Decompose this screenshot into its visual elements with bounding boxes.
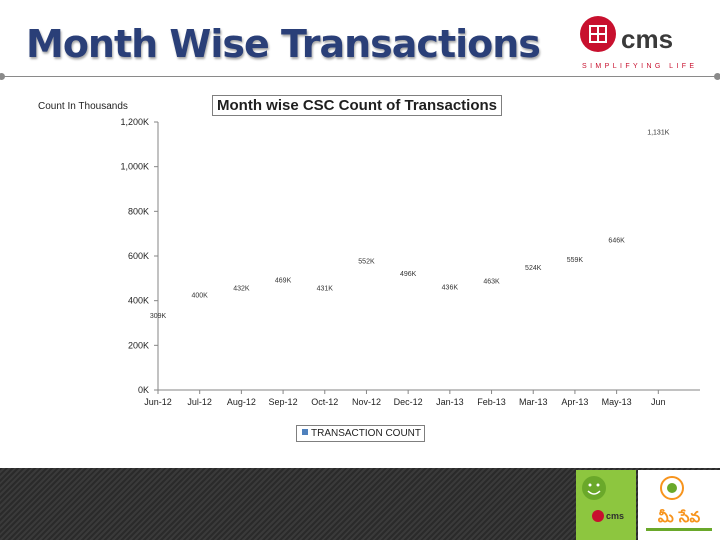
x-tick-label: Feb-13 bbox=[477, 397, 506, 407]
data-label: 469K bbox=[275, 277, 292, 284]
x-tick-label: May-13 bbox=[602, 397, 632, 407]
data-point bbox=[491, 286, 492, 287]
smiley-eye-right bbox=[596, 483, 600, 487]
meeseva-underline bbox=[646, 528, 712, 531]
y-axis-ticks: 0K 200K 400K 600K 800K 1,000K 1,200K bbox=[120, 117, 158, 395]
data-point bbox=[241, 293, 242, 294]
chart-legend: TRANSACTION COUNT bbox=[296, 425, 425, 442]
x-tick-label: Dec-12 bbox=[394, 397, 423, 407]
meeseva-logo-text: మీ సేవ bbox=[658, 508, 701, 526]
state-emblem-center-icon bbox=[667, 483, 677, 493]
cms-brand-tagline: SIMPLIFYING LIFE bbox=[582, 63, 697, 70]
data-label: 400K bbox=[192, 293, 209, 300]
data-label: 552K bbox=[358, 259, 375, 266]
x-tick-label: Oct-12 bbox=[311, 397, 338, 407]
data-point bbox=[574, 265, 575, 266]
state-emblem-icon bbox=[660, 476, 684, 500]
data-label: 432K bbox=[233, 286, 250, 293]
x-tick-label: Mar-13 bbox=[519, 397, 548, 407]
y-tick-label: 600K bbox=[128, 251, 149, 261]
data-point bbox=[199, 300, 200, 301]
chart-axes bbox=[157, 122, 700, 391]
x-tick-label: Sep-12 bbox=[269, 397, 298, 407]
data-point bbox=[533, 272, 534, 273]
y-tick-label: 400K bbox=[128, 296, 149, 306]
data-label: 496K bbox=[400, 271, 417, 278]
y-tick-label: 800K bbox=[128, 206, 149, 216]
x-tick-label: Jul-12 bbox=[187, 397, 212, 407]
y-unit-note: Count In Thousands bbox=[38, 101, 128, 112]
data-label: 1,131K bbox=[647, 129, 670, 136]
data-point bbox=[366, 266, 367, 267]
y-tick-label: 1,000K bbox=[120, 162, 149, 172]
data-label: 431K bbox=[317, 286, 334, 293]
data-point bbox=[324, 293, 325, 294]
y-tick-label: 0K bbox=[138, 385, 149, 395]
smiley-mouth bbox=[587, 490, 601, 495]
x-tick-label: Aug-12 bbox=[227, 397, 256, 407]
x-tick-label: Jan-13 bbox=[436, 397, 464, 407]
x-tick-label: Jun bbox=[651, 397, 666, 407]
data-label: 436K bbox=[442, 285, 459, 292]
data-point bbox=[449, 292, 450, 293]
data-label: 463K bbox=[483, 279, 500, 286]
footer-cms-mark-icon bbox=[592, 510, 604, 522]
x-axis-ticks: Jun-12 Jul-12 Aug-12 Sep-12 Oct-12 Nov-12 Dec-… bbox=[144, 390, 666, 407]
x-tick-label: Jun-12 bbox=[144, 397, 172, 407]
cms-footer-logo: cms bbox=[576, 470, 636, 540]
cms-logo-grid-icon bbox=[589, 25, 607, 43]
cms-logo-cross-icon bbox=[590, 26, 606, 42]
data-point bbox=[408, 279, 409, 280]
smiley-eye-left bbox=[588, 483, 592, 487]
meeseva-logo: మీ సేవ bbox=[638, 470, 720, 540]
divider-dot-left bbox=[0, 73, 5, 80]
legend-swatch bbox=[302, 429, 308, 435]
y-tick-label: 1,200K bbox=[120, 117, 149, 127]
data-label: 309K bbox=[150, 313, 167, 320]
data-label: 559K bbox=[567, 257, 584, 264]
chart-title: Month wise CSC Count of Transactions bbox=[212, 95, 503, 116]
slide-title: Month Wise Transactions bbox=[26, 22, 541, 66]
data-point bbox=[658, 137, 659, 138]
data-point bbox=[616, 245, 617, 246]
data-label: 646K bbox=[608, 238, 625, 245]
data-point bbox=[282, 285, 283, 286]
cms-logo: cms SIMPLIFYING LIFE bbox=[580, 16, 697, 70]
footer-cms-text: cms bbox=[606, 511, 624, 521]
title-divider bbox=[0, 76, 720, 77]
legend-label: TRANSACTION COUNT bbox=[311, 428, 421, 439]
smiley-icon bbox=[582, 476, 606, 500]
data-label: 524K bbox=[525, 265, 542, 272]
divider-dot-right bbox=[714, 73, 720, 80]
cms-brand-name: cms bbox=[621, 24, 673, 54]
x-tick-label: Apr-13 bbox=[561, 397, 588, 407]
series-layer: 309K 400K 432K 469K 431K 552K 496K 436K 463K 524K… bbox=[150, 129, 670, 320]
x-tick-label: Nov-12 bbox=[352, 397, 381, 407]
y-tick-label: 200K bbox=[128, 340, 149, 350]
